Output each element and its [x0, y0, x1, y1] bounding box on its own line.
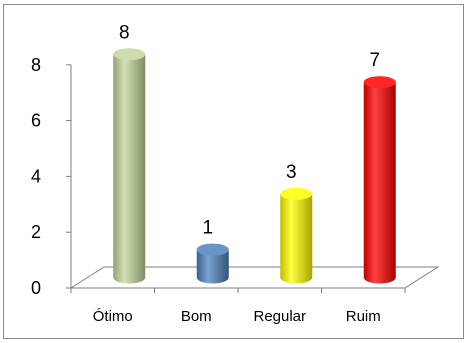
chart-labels: 0 2 4 6 8 8 Ótimo 1 Bom 3 Regular 7 Ruim: [31, 22, 381, 325]
bar-top: [280, 187, 313, 200]
data-label: 7: [369, 50, 380, 71]
x-category-label: Ótimo: [93, 308, 133, 325]
y-tick-label: 2: [31, 222, 41, 242]
bar-bom: [196, 243, 229, 284]
bar-top: [196, 243, 229, 256]
x-category-label: Ruim: [346, 308, 381, 325]
chart-bars: [113, 48, 396, 284]
chart-axes: [66, 64, 440, 293]
x-category-label: Regular: [253, 308, 306, 325]
data-label: 3: [286, 162, 297, 183]
y-tick-label: 8: [31, 55, 41, 75]
chart-floor: [69, 266, 440, 289]
x-category-label: Bom: [181, 308, 212, 325]
bar-ruim: [363, 76, 396, 284]
y-tick-label: 0: [31, 278, 41, 298]
bar-top: [363, 76, 396, 89]
y-tick-label: 4: [31, 166, 41, 186]
bar-regular: [280, 187, 313, 284]
bar-body: [363, 82, 396, 284]
bar-otimo: [113, 48, 146, 284]
bar-body: [113, 54, 146, 284]
bar-body: [196, 249, 229, 284]
y-tick-label: 6: [31, 111, 41, 131]
data-label: 8: [119, 22, 130, 43]
bar-body: [280, 193, 313, 284]
data-label: 1: [202, 218, 213, 239]
bar-top: [113, 48, 146, 61]
